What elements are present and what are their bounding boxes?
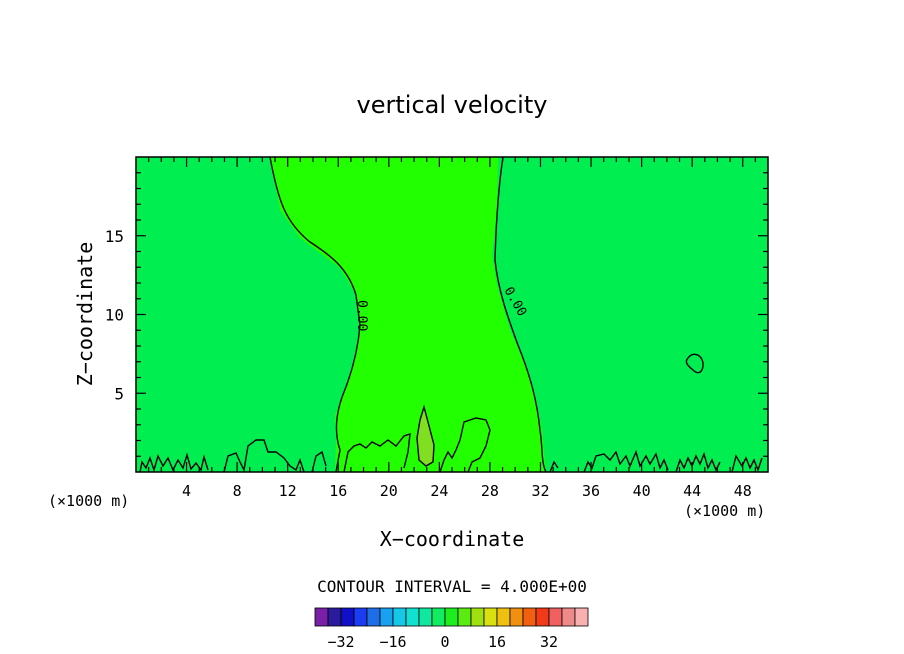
colorbar-swatch xyxy=(522,607,537,627)
contour-line-core xyxy=(416,404,435,467)
y-axis-label: Z−coordinate xyxy=(73,242,97,387)
x-tick-label: 16 xyxy=(329,482,347,500)
colorbar-tick-label: −32 xyxy=(327,633,354,651)
x-unit-left: (×1000 m) xyxy=(48,492,129,510)
x-axis-ticks: 4 8 12 16 20 24 28 32 36 40 44 48 xyxy=(148,157,756,500)
x-tick-label: 44 xyxy=(683,482,701,500)
x-tick-label: 20 xyxy=(380,482,398,500)
contour-interval-text: CONTOUR INTERVAL = 4.000E+00 xyxy=(317,577,587,596)
colorbar-swatch xyxy=(366,607,381,627)
plume-core-region xyxy=(417,407,434,466)
y-axis-ticks: 5 10 15 xyxy=(105,172,768,457)
contour-noise-near-surface xyxy=(139,417,763,473)
colorbar xyxy=(314,607,589,627)
contour-lines xyxy=(139,156,763,473)
colorbar-tick-labels: −32 −16 0 16 32 xyxy=(327,633,558,651)
colorbar-swatch xyxy=(444,607,459,627)
x-tick-label: 32 xyxy=(531,482,549,500)
colorbar-swatch xyxy=(327,607,342,627)
colorbar-swatch xyxy=(353,607,368,627)
colorbar-swatch xyxy=(431,607,446,627)
y-tick-label: 15 xyxy=(105,227,124,246)
updraft-plume-region xyxy=(270,157,546,472)
contour-line-right xyxy=(494,156,547,473)
colorbar-swatch xyxy=(392,607,407,627)
colorbar-swatch xyxy=(535,607,550,627)
colorbar-tick-label: 0 xyxy=(440,633,449,651)
x-tick-label: 28 xyxy=(481,482,499,500)
y-tick-label: 5 xyxy=(114,384,124,403)
colorbar-swatch xyxy=(340,607,355,627)
colorbar-swatch xyxy=(314,607,329,627)
x-unit-right: (×1000 m) xyxy=(684,502,765,520)
x-tick-label: 12 xyxy=(279,482,297,500)
y-tick-label: 10 xyxy=(105,306,124,325)
x-tick-label: 48 xyxy=(734,482,752,500)
x-axis-label: X−coordinate xyxy=(380,527,525,551)
colorbar-swatch xyxy=(418,607,433,627)
x-tick-label: 8 xyxy=(233,482,242,500)
colorbar-swatch xyxy=(457,607,472,627)
x-tick-label: 24 xyxy=(430,482,448,500)
chart-title: vertical velocity xyxy=(357,91,548,119)
colorbar-tick-label: 16 xyxy=(488,633,506,651)
colorbar-swatch xyxy=(561,607,576,627)
contour-line-closed-right xyxy=(685,353,704,374)
x-tick-label: 40 xyxy=(633,482,651,500)
x-tick-label: 36 xyxy=(582,482,600,500)
colorbar-swatch xyxy=(483,607,498,627)
colorbar-swatch xyxy=(509,607,524,627)
contour-label-left: 0.00 xyxy=(354,300,369,331)
colorbar-swatch xyxy=(405,607,420,627)
colorbar-swatch xyxy=(470,607,485,627)
colorbar-swatch xyxy=(574,607,589,627)
colorbar-swatch xyxy=(548,607,563,627)
colorbar-swatch xyxy=(496,607,511,627)
x-tick-label: 4 xyxy=(182,482,191,500)
colorbar-swatch xyxy=(379,607,394,627)
contour-line-left xyxy=(269,156,361,473)
colorbar-tick-label: −16 xyxy=(379,633,406,651)
colorbar-tick-label: 32 xyxy=(540,633,558,651)
